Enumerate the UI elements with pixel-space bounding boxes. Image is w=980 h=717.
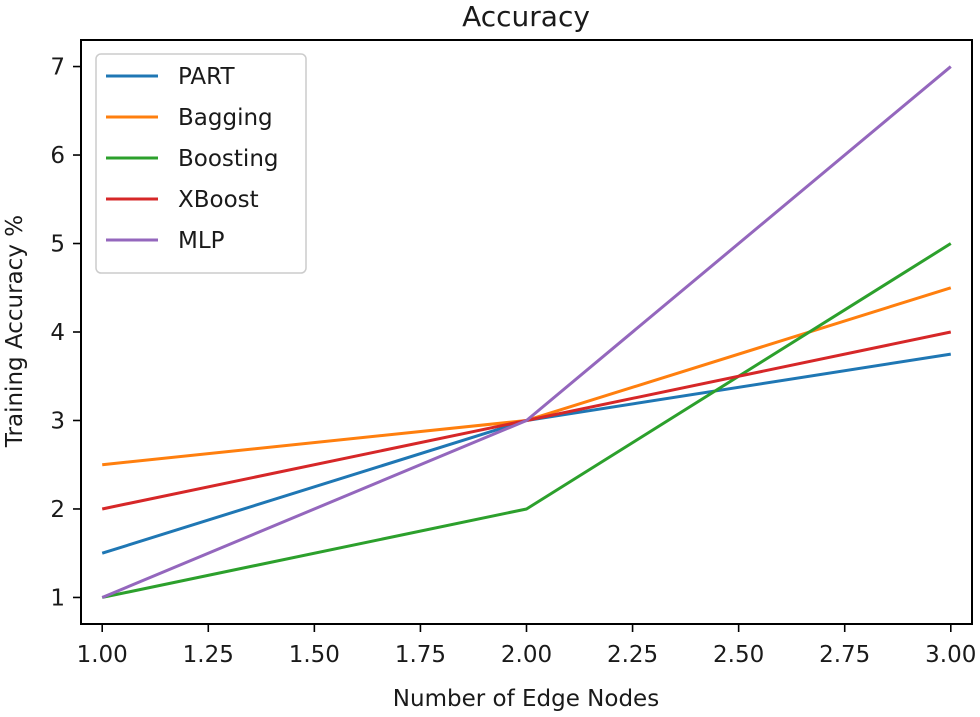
x-tick-label: 1.25	[183, 642, 234, 668]
y-tick-label: 6	[50, 143, 65, 169]
x-tick-label: 2.75	[819, 642, 870, 668]
legend: PART Bagging Boosting XBoost MLP	[95, 53, 307, 274]
series-line-boosting	[101, 242, 952, 599]
series-line-mlp	[101, 65, 952, 599]
legend-label-boosting: Boosting	[178, 146, 279, 172]
y-tick-label: 3	[50, 408, 65, 434]
y-tick-label: 2	[50, 497, 65, 523]
x-tick-label: 2.25	[607, 642, 658, 668]
series-line-bagging	[102, 286, 952, 467]
y-tick-label: 4	[50, 320, 65, 346]
y-tick-label: 7	[50, 55, 65, 81]
y-tick-label: 1	[50, 585, 65, 611]
chart-title: Accuracy	[462, 0, 590, 33]
plot-area: 1.00 1.25 1.50 1.75 2.00 2.25 2.50 2.75 3.00 1 2 3 4…	[50, 39, 976, 668]
x-tick-label: 3.00	[925, 642, 976, 668]
legend-label-bagging: Bagging	[178, 105, 273, 131]
series-line-part	[101, 352, 952, 555]
legend-label-mlp: MLP	[178, 228, 225, 254]
legend-label-xboost: XBoost	[178, 187, 259, 213]
x-tick-label: 1.00	[77, 642, 128, 668]
x-tick-label: 2.50	[713, 642, 764, 668]
x-tick-label: 1.50	[289, 642, 340, 668]
legend-box	[95, 53, 307, 274]
x-tick-label: 1.75	[395, 642, 446, 668]
y-axis-title: Training Accuracy %	[2, 215, 28, 448]
x-axis-title: Number of Edge Nodes	[393, 686, 659, 712]
x-tick-label: 2.00	[501, 642, 552, 668]
y-tick-label: 5	[50, 232, 65, 258]
legend-label-part: PART	[178, 64, 235, 90]
